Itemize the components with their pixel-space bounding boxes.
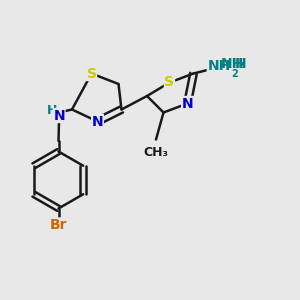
Text: H: H: [235, 57, 247, 71]
Text: N: N: [92, 115, 103, 128]
Text: ₂: ₂: [238, 59, 243, 70]
Text: NH: NH: [220, 58, 244, 71]
Text: S: S: [164, 76, 175, 89]
Text: N: N: [182, 97, 193, 110]
Text: NH: NH: [207, 59, 231, 73]
Text: Br: Br: [50, 218, 67, 232]
Text: H: H: [47, 104, 57, 117]
Text: CH₃: CH₃: [143, 146, 169, 158]
Text: 2: 2: [231, 69, 238, 79]
Text: N: N: [53, 109, 65, 122]
Text: S: S: [86, 67, 97, 80]
